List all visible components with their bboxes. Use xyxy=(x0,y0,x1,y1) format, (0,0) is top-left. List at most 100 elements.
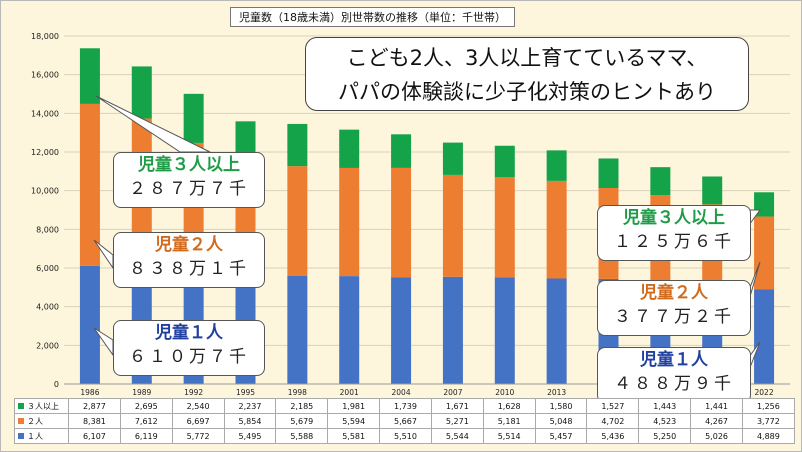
bar-segment xyxy=(442,174,463,277)
series-name: １人 xyxy=(27,431,43,441)
bar-segment xyxy=(339,129,360,168)
table-cell: 5,181 xyxy=(482,413,536,429)
x-tick-label: 1992 xyxy=(184,388,203,397)
headline-line-1: こども2人、3人以上育てているママ、 xyxy=(346,46,708,70)
callout-label: 児童３人以上 xyxy=(623,208,725,228)
table-cell: 5,495 xyxy=(223,428,277,444)
series-name: ２人 xyxy=(27,416,43,426)
x-tick-label: 2004 xyxy=(392,388,411,397)
table-cell: 8,381 xyxy=(68,413,121,429)
table-cell: 1,443 xyxy=(638,398,692,414)
callout-right-3plus: 児童３人以上 １２５万６千 xyxy=(597,205,751,261)
table-cell: 7,612 xyxy=(119,413,173,429)
x-tick-label: 1995 xyxy=(236,388,255,397)
table-cell: 1,256 xyxy=(741,398,795,414)
y-tick-label: 16,000 xyxy=(31,71,59,80)
bar-segment xyxy=(754,216,775,290)
table-cell: 4,267 xyxy=(690,413,743,429)
series-legend-label: １人 xyxy=(14,428,69,444)
bar-segment xyxy=(79,265,100,384)
bar-segment xyxy=(494,277,515,384)
bar-segment xyxy=(702,176,723,205)
callout-pointers xyxy=(93,95,761,371)
y-tick-label: 10,000 xyxy=(31,187,59,196)
table-cell: 1,981 xyxy=(327,398,381,414)
callout-value: ８３８万１千 xyxy=(129,259,249,279)
table-row: ２人 8,381 7,612 6,697 5,854 5,679 5,594 5,667 5,2… xyxy=(14,413,795,429)
callout-left-1: 児童１人 ６１０万７千 xyxy=(113,320,265,376)
bar-segment xyxy=(546,150,567,181)
table-cell: 5,544 xyxy=(430,428,484,444)
legend-swatch xyxy=(18,402,24,409)
table-cell: 6,107 xyxy=(68,428,121,444)
y-tick-label: 12,000 xyxy=(31,148,59,157)
callout-value: １２５万６千 xyxy=(614,232,734,252)
table-cell: 2,540 xyxy=(171,398,225,414)
table-cell: 1,527 xyxy=(586,398,640,414)
x-tick-label: 1986 xyxy=(80,388,99,397)
y-tick-label: 18,000 xyxy=(31,32,59,41)
table-cell: 5,048 xyxy=(534,413,588,429)
bar-segment xyxy=(650,167,671,196)
callout-left-3plus: 児童３人以上 ２８７万７千 xyxy=(113,152,265,208)
series-name: ３人以上 xyxy=(27,401,59,411)
callout-value: ２８７万７千 xyxy=(129,179,249,199)
bar-segment xyxy=(391,277,412,384)
bar-segment xyxy=(598,158,619,188)
x-tick-label: 2013 xyxy=(547,388,566,397)
table-cell: 3,772 xyxy=(741,413,795,429)
bar-segment xyxy=(287,275,308,384)
callout-right-2: 児童２人 ３７７万２千 xyxy=(597,280,751,336)
bar-segment xyxy=(79,48,100,104)
data-table: ３人以上 2,877 2,695 2,540 2,237 2,185 1,981 1,739 1… xyxy=(14,398,795,444)
bar-segment xyxy=(546,180,567,279)
legend-swatch xyxy=(18,417,24,424)
bar-segment xyxy=(494,145,515,178)
series-legend-label: ２人 xyxy=(14,413,69,429)
callout-value: ３７７万２千 xyxy=(614,307,734,327)
table-cell: 1,671 xyxy=(430,398,484,414)
table-cell: 2,185 xyxy=(275,398,329,414)
series-legend-label: ３人以上 xyxy=(14,398,69,414)
table-cell: 5,588 xyxy=(275,428,329,444)
callout-value: ６１０万７千 xyxy=(129,347,249,367)
table-cell: 4,889 xyxy=(741,428,795,444)
x-tick-label: 1998 xyxy=(288,388,307,397)
y-tick-label: 6,000 xyxy=(36,264,59,273)
bar-segment xyxy=(494,177,515,278)
table-cell: 2,237 xyxy=(223,398,277,414)
table-cell: 4,702 xyxy=(586,413,640,429)
callout-label: 児童１人 xyxy=(640,350,708,370)
table-cell: 1,441 xyxy=(690,398,743,414)
table-cell: 5,436 xyxy=(586,428,640,444)
callout-label: 児童２人 xyxy=(155,235,223,255)
callout-label: 児童２人 xyxy=(640,283,708,303)
table-cell: 6,119 xyxy=(119,428,173,444)
headline-box: こども2人、3人以上育てているママ、 パパの体験談に少子化対策のヒントあり xyxy=(305,37,749,111)
y-tick-label: 14,000 xyxy=(31,109,59,118)
x-tick-label: 2007 xyxy=(443,388,462,397)
callout-right-1: 児童１人 ４８８万９千 xyxy=(597,347,751,403)
x-tick-label: 2010 xyxy=(495,388,514,397)
bar-segment xyxy=(391,134,412,168)
bar-segment xyxy=(131,66,152,119)
y-tick-label: 4,000 xyxy=(36,303,59,312)
x-tick-label: 1989 xyxy=(132,388,151,397)
table-cell: 5,679 xyxy=(275,413,329,429)
table-row: １人 6,107 6,119 5,772 5,495 5,588 5,581 5,510 5,5… xyxy=(14,428,795,444)
table-cell: 5,514 xyxy=(482,428,536,444)
table-cell: 2,695 xyxy=(119,398,173,414)
table-cell: 4,523 xyxy=(638,413,692,429)
callout-label: 児童１人 xyxy=(155,323,223,343)
table-cell: 5,457 xyxy=(534,428,588,444)
table-cell: 5,510 xyxy=(379,428,432,444)
bar-segment xyxy=(546,278,567,384)
y-tick-label: 2,000 xyxy=(36,341,59,350)
y-tick-label: 8,000 xyxy=(36,225,59,234)
callout-value: ４８８万９千 xyxy=(614,374,734,394)
callout-left-2: 児童２人 ８３８万１千 xyxy=(113,232,265,288)
bar-segment xyxy=(442,142,463,175)
table-cell: 6,697 xyxy=(171,413,225,429)
chart-title: 児童数（18歳未満）別世帯数の推移（単位：千世帯） xyxy=(230,7,515,27)
bar-segment xyxy=(183,93,204,143)
